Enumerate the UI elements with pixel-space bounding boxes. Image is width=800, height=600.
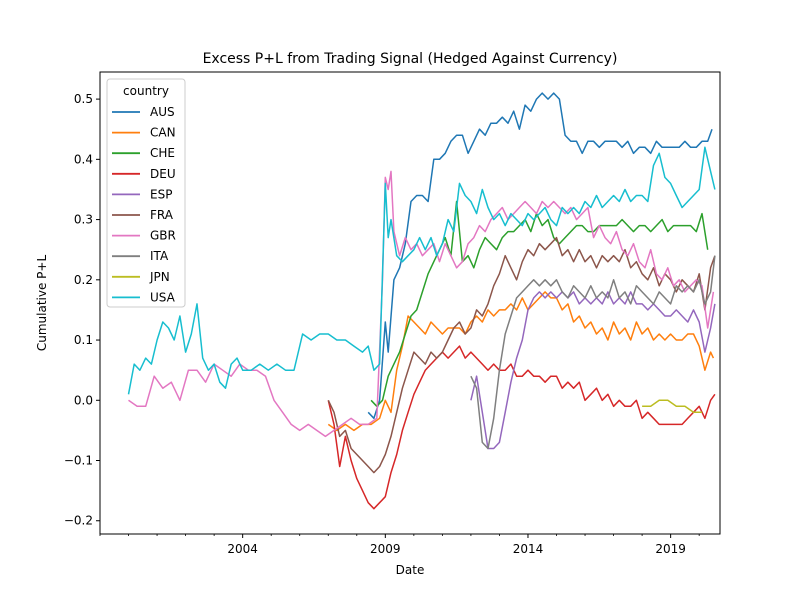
legend-label-gbr: GBR — [150, 229, 176, 243]
x-tick-label: 2004 — [227, 542, 258, 556]
series-line-usa — [127, 146, 716, 395]
y-tick-label: 0.4 — [74, 152, 93, 166]
series-line-can — [327, 291, 715, 432]
series-line-gbr — [128, 170, 715, 438]
series-line-fra — [327, 236, 716, 474]
x-axis: 2004 2009 2014 2019 — [99, 534, 700, 556]
legend-label-fra: FRA — [150, 208, 174, 222]
legend-label-deu: DEU — [150, 167, 176, 181]
legend-label-aus: AUS — [150, 105, 175, 119]
x-axis-label: Date — [396, 563, 425, 577]
y-tick-label: −0.1 — [64, 454, 93, 468]
legend-box — [106, 78, 186, 308]
series-line-ita — [470, 255, 716, 450]
y-tick-label: 0.0 — [74, 393, 93, 407]
legend-label-jpn: JPN — [149, 270, 170, 284]
series-line-jpn — [642, 399, 702, 414]
plot-area — [99, 71, 721, 535]
x-tick-label: 2019 — [655, 542, 686, 556]
y-tick-label: 0.2 — [74, 273, 93, 287]
y-tick-label: −0.2 — [64, 514, 93, 528]
chart-title: Excess P+L from Trading Signal (Hedged A… — [203, 51, 618, 67]
legend-label-esp: ESP — [150, 187, 172, 201]
x-tick-label: 2014 — [513, 542, 544, 556]
series-line-aus — [367, 92, 713, 420]
series-line-che — [370, 200, 709, 408]
series-line-esp — [470, 291, 716, 450]
legend-label-can: CAN — [150, 126, 176, 140]
legend-label-usa: USA — [150, 290, 176, 304]
legend: country AUS CAN CHE DEU ESP FRA GBR ITA JPN USA — [106, 78, 186, 308]
x-tick-label: 2009 — [370, 542, 401, 556]
series-line-deu — [327, 345, 716, 510]
y-axis: −0.2 −0.1 0.0 0.1 0.2 0.3 0.4 0.5 — [64, 92, 100, 528]
legend-label-ita: ITA — [150, 249, 169, 263]
y-tick-label: 0.1 — [74, 333, 93, 347]
y-tick-label: 0.5 — [74, 92, 93, 106]
y-axis-label: Cumulative P+L — [35, 255, 49, 352]
y-tick-label: 0.3 — [74, 213, 93, 227]
legend-title: country — [123, 84, 169, 98]
legend-label-che: CHE — [150, 146, 175, 160]
